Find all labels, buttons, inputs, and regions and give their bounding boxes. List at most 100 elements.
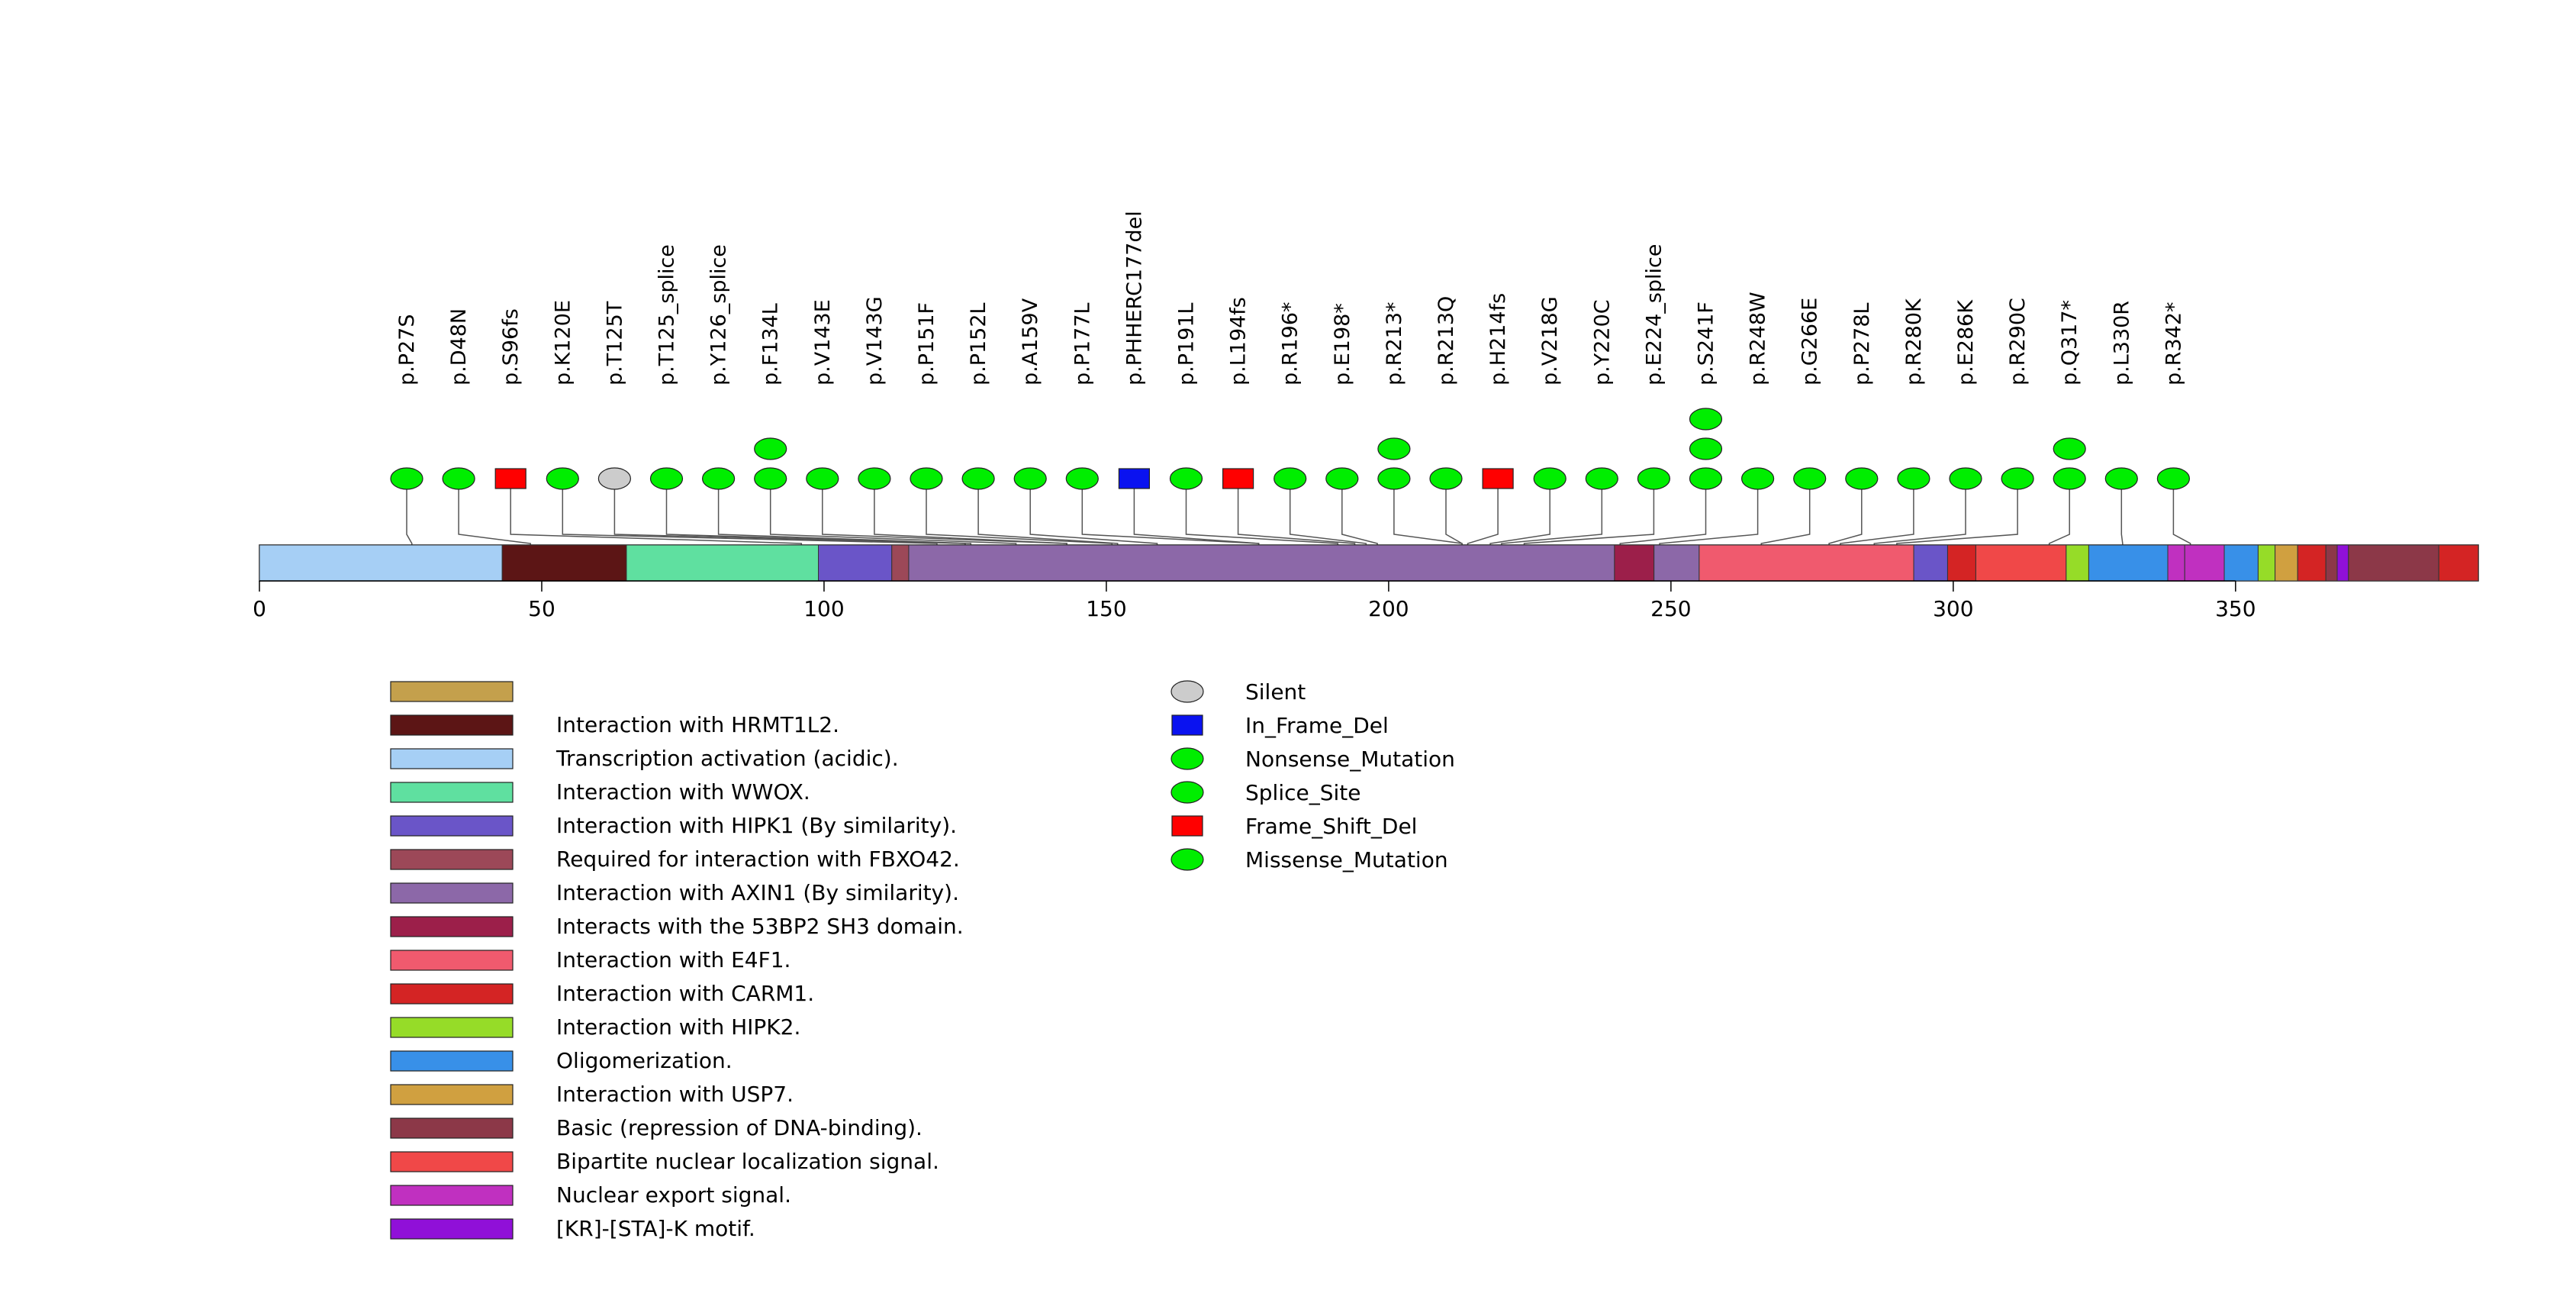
mutation-legend-marker-splice-site [1170, 781, 1204, 804]
domain-legend-label-4: Interaction with HIPK1 (By similarity). [556, 813, 957, 838]
mutation-label-p-a159v: p.A159V [1019, 298, 1042, 385]
domain-legend-swatch-8 [390, 950, 514, 971]
domain-legend-swatch-12 [390, 1084, 514, 1105]
x-axis: 0 50 100 150 200 250 300 350 [253, 580, 2256, 621]
domain-nuclear-export-signal-14 [2167, 544, 2185, 582]
mutation-legend-label-missense-mutation: Missense_Mutation [1245, 847, 1448, 872]
domain-interaction-with-carm1-19 [2297, 544, 2326, 582]
domain-legend-swatch-14 [390, 1151, 514, 1172]
mutation-label-p-s241f: p.S241F [1695, 302, 1718, 385]
mutation-label-p-e224-splice: p.E224_splice [1642, 244, 1666, 385]
domain-interaction-with-e4f1-8 [1699, 544, 1914, 582]
domain-interaction-with-hipk2-12 [2066, 544, 2089, 582]
mutation-label-p-t125-splice: p.T125_splice [655, 244, 679, 385]
mutation-marker-p-y220c [1585, 467, 1618, 490]
mutation-label-p-p27s: p.P27S [395, 314, 419, 386]
domain-legend-label-2: Transcription activation (acidic). [555, 746, 899, 771]
mutation-legend-label-frame-shift-del: Frame_Shift_Del [1245, 814, 1417, 839]
x-tick-label-50: 50 [528, 596, 555, 621]
domain-interaction-with-carm1-23 [2438, 544, 2479, 582]
domain-legend-label-9: Interaction with CARM1. [556, 981, 814, 1006]
mutation-label-p-t125t: p.T125T [603, 301, 626, 385]
mutation-marker-p-r290c [2001, 467, 2034, 490]
mutation-label-p-r290c: p.R290C [2006, 298, 2030, 385]
domain-interaction-with-hrmt1l2-1 [501, 544, 627, 582]
mutation-label-p-e198: p.E198* [1331, 303, 1354, 385]
mutation-legend-label-in-frame-del: In_Frame_Del [1245, 713, 1389, 738]
mutation-marker-p-g266e [1793, 467, 1827, 490]
mutation-marker-p-p177l [1065, 467, 1099, 490]
domain-legend-label-3: Interaction with WWOX. [556, 779, 810, 805]
mutation-label-p-l330r: p.L330R [2110, 301, 2133, 385]
mutation-marker-p-l194fs [1222, 468, 1254, 489]
domain-legend-swatch-11 [390, 1050, 514, 1072]
x-tick-label-350: 350 [2215, 596, 2256, 621]
mutation-legend-marker-silent [1170, 680, 1204, 703]
mutation-label-p-l194fs: p.L194fs [1227, 297, 1251, 385]
mutation-label-p-r213q: p.R213Q [1435, 296, 1458, 385]
mutation-marker-p-v143e [806, 467, 839, 490]
mutation-label-layer: p.P27S p.D48N p.S96fs p.K120E p.T125T p.T125_… [395, 211, 2185, 385]
mutation-label-p-h214fs: p.H214fs [1486, 293, 1510, 385]
mutation-label-p-p191l: p.P191L [1175, 302, 1199, 385]
domain-interacts-with-the-53bp2-sh3-domain-6 [1614, 544, 1655, 582]
mutation-marker-p-k120e [546, 467, 579, 490]
domain-legend-label-13: Basic (repression of DNA-binding). [556, 1115, 923, 1140]
domain-interaction-with-axin1-by-similarity-7 [1653, 544, 1700, 582]
mutation-marker-p-h214fs [1482, 468, 1514, 489]
mutation-label-p-q317: p.Q317* [2058, 300, 2082, 385]
mutation-marker-p-r213q [1429, 467, 1463, 490]
x-tick-label-150: 150 [1086, 596, 1126, 621]
domain-legend-label-12: Interaction with USP7. [556, 1082, 794, 1107]
mutation-legend-marker-frame-shift-del [1171, 815, 1203, 837]
domain-basic-repression-of-dna-binding-20 [2325, 544, 2338, 582]
domain-interaction-with-hipk1-by-similarity-9 [1913, 544, 1948, 582]
mutation-label-p-v218g: p.V218G [1538, 296, 1562, 385]
domain-legend-swatch-0 [390, 681, 514, 702]
domain-legend-label-8: Interaction with E4F1. [556, 947, 791, 972]
mutation-label-p-r213: p.R213* [1383, 302, 1406, 385]
mutation-marker-p-r196 [1274, 467, 1307, 490]
domain-interaction-with-hipk1-by-similarity-3 [818, 544, 893, 582]
mutation-marker-p-phherc177del [1118, 468, 1151, 489]
domain-legend-swatch-16 [390, 1218, 514, 1240]
domain-legend-label-6: Interaction with AXIN1 (By similarity). [556, 880, 959, 905]
domain-interaction-with-wwox-2 [626, 544, 819, 582]
mutation-legend-marker-missense-mutation [1170, 848, 1204, 871]
mutation-marker-p-l330r [2104, 467, 2138, 490]
mutation-marker-p-e224-splice [1637, 467, 1670, 490]
mutation-marker-p-e198 [1325, 467, 1359, 490]
mutation-marker-p-r213-2 [1377, 437, 1411, 460]
domain-legend-swatch-9 [390, 983, 514, 1005]
mutation-marker-p-y126-splice [701, 467, 736, 490]
mutation-marker-p-s96fs [494, 468, 526, 489]
domain-legend-label-7: Interacts with the 53BP2 SH3 domain. [556, 914, 964, 939]
mutation-label-p-r196: p.R196* [1279, 302, 1302, 385]
mutation-label-p-g266e: p.G266E [1798, 298, 1822, 385]
mutation-legend-label-nonsense-mutation: Nonsense_Mutation [1245, 747, 1455, 772]
domain-interaction-with-carm1-10 [1946, 544, 1976, 582]
mutation-label-p-k120e: p.K120E [551, 300, 575, 385]
mutation-type-legend: Silent In_Frame_Del Nonsense_Mutation Splic… [1170, 679, 1455, 872]
domain-legend-swatch-5 [390, 849, 514, 870]
domain-legend-swatch-1 [390, 714, 514, 736]
mutation-marker-p-r213 [1377, 467, 1411, 490]
mutation-marker-p-s241f-3 [1689, 408, 1723, 431]
mutation-marker-p-r280k [1897, 467, 1930, 490]
domain-nuclear-export-signal-15 [2184, 544, 2225, 582]
mutation-legend-label-splice-site: Splice_Site [1245, 780, 1360, 805]
domain-legend-label-1: Interaction with HRMT1L2. [556, 712, 839, 737]
domain-legend-swatch-13 [390, 1117, 514, 1139]
domain-kr-sta-k-motif-21 [2336, 544, 2349, 582]
mutation-marker-p-p152l [961, 467, 995, 490]
domain-legend-label-10: Interaction with HIPK2. [556, 1014, 800, 1040]
mutation-marker-p-p151f [910, 467, 943, 490]
domain-interaction-with-axin1-by-similarity-5 [908, 544, 1615, 582]
domain-legend-label-11: Oligomerization. [556, 1048, 733, 1073]
domain-legend-label-16: [KR]-[STA]-K motif. [556, 1216, 755, 1241]
mutation-marker-p-q317 [2053, 467, 2086, 490]
domain-legend-swatch-2 [390, 748, 514, 769]
protein-domain-layer [259, 544, 2479, 582]
mutation-legend-marker-nonsense-mutation [1170, 747, 1204, 770]
